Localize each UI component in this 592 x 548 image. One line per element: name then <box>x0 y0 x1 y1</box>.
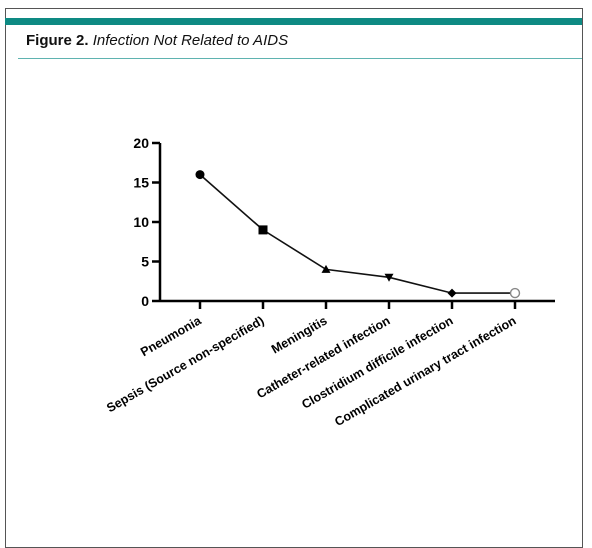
figure-title: Infection Not Related to AIDS <box>92 32 289 49</box>
figure-label: Figure 2. <box>26 32 89 49</box>
y-tick-label: 0 <box>141 293 149 309</box>
y-tick-label: 5 <box>141 254 149 270</box>
y-tick-label: 20 <box>133 135 149 151</box>
data-point <box>258 225 268 235</box>
data-point <box>509 287 521 299</box>
figure-accent-bar <box>5 18 582 25</box>
caption-rule <box>18 58 582 59</box>
data-point <box>447 288 457 298</box>
figure-frame <box>5 8 583 548</box>
figure-caption: Figure 2. Infection Not Related to AIDS <box>26 32 288 49</box>
series-line <box>199 173 515 294</box>
data-point <box>321 264 331 273</box>
data-point <box>195 170 205 180</box>
y-tick-label: 10 <box>133 214 149 230</box>
y-tick-label: 15 <box>133 175 149 191</box>
data-point <box>384 273 394 282</box>
